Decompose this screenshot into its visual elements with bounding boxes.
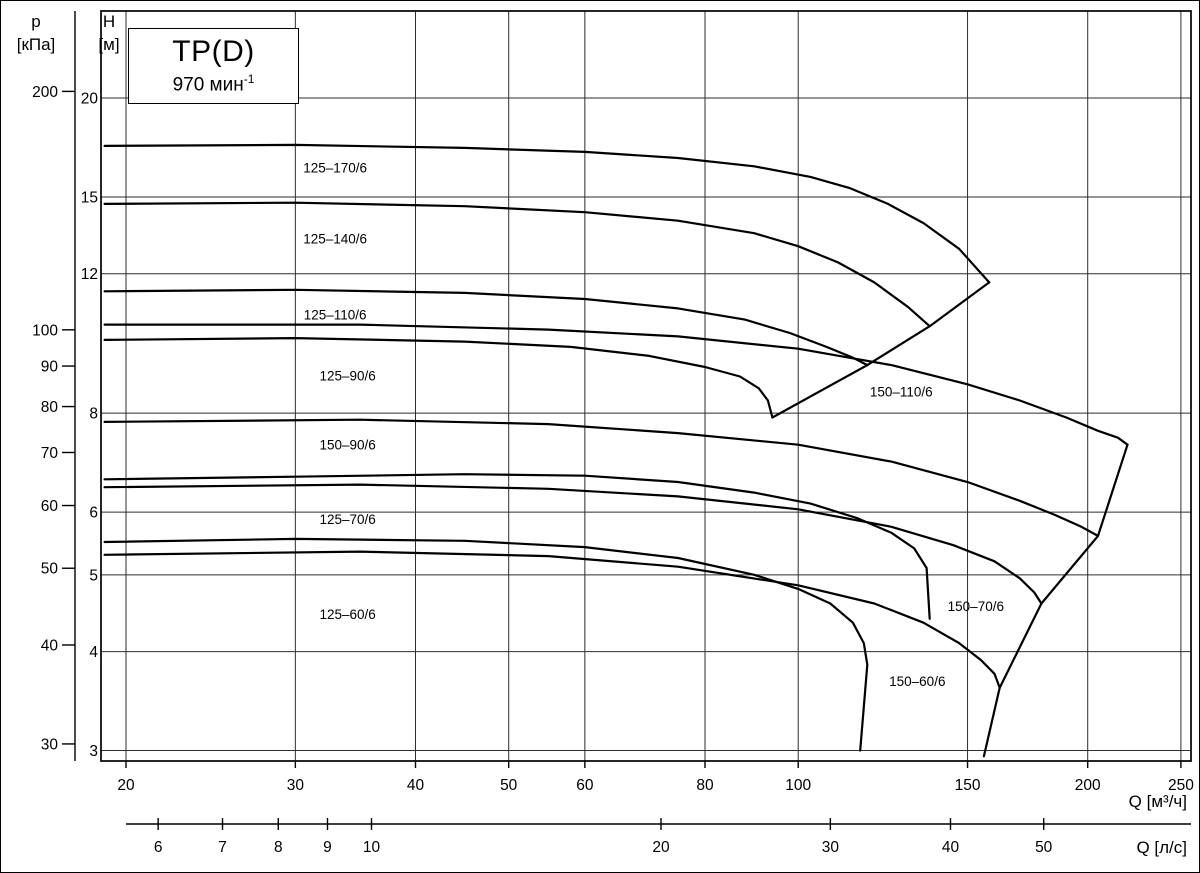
curve-label-125-60-6: 125–60/6 [319,607,375,622]
head-tick-label-8: 8 [89,406,98,423]
lps-tick-label-40: 40 [942,839,960,856]
pressure-axis-header: p [кПа] [16,12,56,54]
head-axis-header: H [м] [98,12,120,54]
curve-150-70-6 [103,483,1043,605]
flow-tick-label-80: 80 [696,777,714,794]
flow-tick-label-40: 40 [407,777,425,794]
curve-label-150-110-6: 150–110/6 [870,384,933,399]
pressure-tick-label-30: 30 [41,736,59,753]
chart-title: TP(D) [172,35,255,69]
curve-label-125-110-6: 125–110/6 [304,308,367,323]
curve-label-150-60-6: 150–60/6 [889,674,945,689]
flow-tick-label-30: 30 [287,777,305,794]
head-tick-label-6: 6 [89,505,98,522]
curve-label-125-170-6: 125–170/6 [303,161,367,176]
curve-label-150-70-6: 150–70/6 [948,599,1004,614]
head-tick-label-4: 4 [89,644,98,661]
curve-125-110-6 [103,288,869,367]
curve-label-125-140-6: 125–140/6 [303,232,367,247]
plot-border [100,10,1192,762]
curve-125-60-6 [103,537,869,752]
pressure-tick-label-200: 200 [32,84,58,101]
lps-tick-label-6: 6 [154,839,163,856]
curve-125-90-6 [103,337,774,419]
lps-tick-label-7: 7 [218,839,227,856]
flow-tick-label-150: 150 [955,777,981,794]
lps-tick-label-9: 9 [323,839,332,856]
curve-125-140-6 [103,201,931,328]
flow-tick-label-20: 20 [117,777,135,794]
curve-125-170-6 [103,143,991,284]
curve-label-150-90-6: 150–90/6 [319,437,375,452]
pressure-tick-label-60: 60 [41,498,59,515]
pressure-tick-label-50: 50 [41,561,59,578]
lps-axis-unit-label: Q [л/с] [1136,838,1187,857]
lps-tick-label-10: 10 [363,839,381,856]
flow-axis-unit-label: Q [м³/ч] [1128,792,1187,811]
pressure-tick-label-80: 80 [41,399,59,416]
lps-tick-label-30: 30 [822,839,840,856]
chart-subtitle: 970 мин-1 [172,72,255,96]
flow-tick-label-200: 200 [1075,777,1101,794]
title-box: TP(D) 970 мин-1 [128,28,299,104]
curve-125-70-6 [103,473,931,620]
lps-tick-label-8: 8 [274,839,283,856]
curve-150-110-6 [103,323,1129,446]
curve-150-90-6 [103,418,1100,538]
pressure-tick-label-40: 40 [41,637,59,654]
curve-label-125-90-6: 125–90/6 [319,368,375,383]
pressure-tick-label-100: 100 [32,322,58,339]
head-tick-label-15: 15 [81,189,98,206]
head-tick-label-5: 5 [89,567,98,584]
end-line-125-family [771,281,991,419]
curve-150-60-6 [103,550,1001,689]
flow-tick-label-60: 60 [576,777,594,794]
curve-label-125-70-6: 125–70/6 [319,512,375,527]
head-tick-label-12: 12 [81,266,98,283]
end-line-150-family [982,443,1129,758]
head-tick-label-3: 3 [89,743,98,760]
flow-tick-label-100: 100 [785,777,811,794]
flow-tick-label-50: 50 [500,777,518,794]
flow-tick-label-250: 250 [1168,777,1194,794]
pressure-tick-label-90: 90 [41,359,59,376]
head-tick-label-20: 20 [81,91,99,108]
pressure-tick-label-70: 70 [41,445,59,462]
lps-tick-label-50: 50 [1035,839,1053,856]
lps-tick-label-20: 20 [652,839,670,856]
